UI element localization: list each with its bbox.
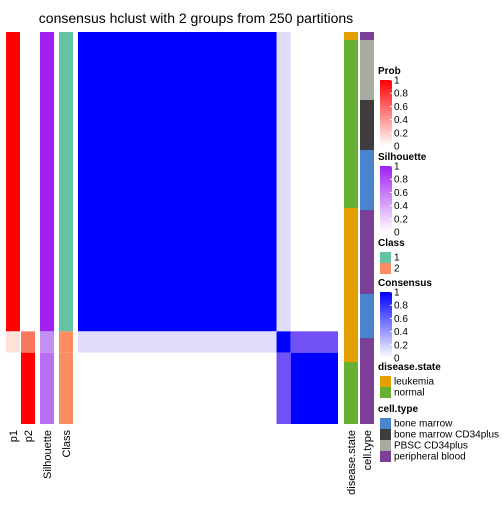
left-annotation-columns: p1 p2 Silhouette Class — [6, 32, 73, 479]
column-label-p2: p2 — [23, 430, 35, 442]
annotation-cell-p2-g3 — [21, 352, 35, 424]
annotation-cell-p1-g1 — [6, 32, 20, 332]
legend-colorbar-prob — [380, 80, 392, 146]
legend-title-class: Class — [378, 238, 405, 249]
annotation-segment-cell-type-4 — [360, 210, 374, 294]
legend-swatch-peripheral-blood — [380, 451, 391, 462]
legend-tick-label: 0.8 — [394, 89, 408, 100]
legend-title-cell-type: cell.type — [378, 404, 418, 415]
annotation-segment-cell-type-3 — [360, 150, 374, 210]
legend-panel: Prob10.80.60.40.20Silhouette10.80.60.40.… — [378, 66, 499, 463]
annotation-segment-disease-state-1 — [344, 40, 358, 208]
legend-tick-label: 0.8 — [394, 175, 408, 186]
legend-item-label: 1 — [394, 253, 400, 264]
consensus-block-g1-g1 — [78, 32, 277, 332]
legend-colorbar-consensus — [380, 292, 392, 358]
consensus-block-g1-g3 — [290, 32, 338, 332]
legend-tick-label: 0 — [394, 354, 400, 365]
legend-swatch-1 — [380, 252, 391, 263]
legend-title-silhouette: Silhouette — [378, 152, 427, 163]
legend-item-label: 2 — [394, 264, 400, 275]
column-label-silhouette: Silhouette — [42, 430, 54, 479]
legend-item-label: bone marrow CD34plus — [394, 430, 499, 441]
annotation-segment-cell-type-5 — [360, 294, 374, 338]
legend-title-disease-state: disease.state — [378, 362, 441, 373]
legend-item-label: normal — [394, 388, 425, 399]
legend-tick-label: 0.4 — [394, 115, 408, 126]
legend-tick-label: 0.6 — [394, 314, 408, 325]
annotation-cell-p2-g2 — [21, 331, 35, 353]
legend-tick-label: 0 — [394, 142, 400, 153]
annotation-segment-cell-type-6 — [360, 338, 374, 424]
annotation-cell-p2-g1 — [21, 32, 35, 332]
column-label-class: Class — [61, 430, 73, 458]
annotation-cell-class-g2 — [59, 331, 73, 353]
legend-item-label: leukemia — [394, 377, 434, 388]
legend-swatch-bone-marrow — [380, 418, 391, 429]
legend-swatch-leukemia — [380, 376, 391, 387]
legend-swatch-2 — [380, 263, 391, 274]
annotation-cell-silhouette-g1 — [40, 32, 54, 332]
legend-title-prob: Prob — [378, 66, 401, 77]
consensus-block-g2-g1 — [78, 331, 277, 353]
legend-item-label: bone marrow — [394, 419, 453, 430]
annotation-segment-disease-state-0 — [344, 32, 358, 40]
annotation-segment-disease-state-3 — [344, 362, 358, 424]
consensus-block-g2-g3 — [290, 331, 338, 353]
column-label-p1: p1 — [8, 430, 20, 442]
annotation-segment-disease-state-2 — [344, 208, 358, 362]
consensus-block-g3-g3 — [290, 352, 338, 424]
annotation-cell-silhouette-g3 — [40, 352, 54, 424]
legend-tick-label: 0.6 — [394, 102, 408, 113]
legend-tick-label: 0 — [394, 228, 400, 239]
legend-tick-label: 0.2 — [394, 340, 408, 351]
annotation-cell-silhouette-g2 — [40, 331, 54, 353]
legend-swatch-bone-marrow-cd34plus — [380, 429, 391, 440]
legend-tick-label: 0.4 — [394, 327, 408, 338]
column-label-cell-type: cell.type — [362, 430, 374, 470]
legend-tick-label: 0.2 — [394, 214, 408, 225]
legend-swatch-pbsc-cd34plus — [380, 440, 391, 451]
annotation-segment-cell-type-0 — [360, 32, 374, 40]
consensus-matrix — [78, 32, 338, 424]
column-label-disease-state: disease.state — [346, 430, 358, 495]
annotation-cell-class-g1 — [59, 32, 73, 332]
legend-tick-label: 0.8 — [394, 301, 408, 312]
legend-tick-label: 1 — [394, 76, 400, 87]
legend-tick-label: 0.4 — [394, 201, 408, 212]
legend-swatch-normal — [380, 387, 391, 398]
legend-item-label: peripheral blood — [394, 452, 466, 463]
consensus-block-g1-g2 — [276, 32, 291, 332]
consensus-block-g3-g2 — [276, 352, 291, 424]
annotation-cell-class-g3 — [59, 352, 73, 424]
legend-tick-label: 1 — [394, 288, 400, 299]
annotation-segment-cell-type-1 — [360, 40, 374, 100]
consensus-block-g3-g1 — [78, 352, 277, 424]
annotation-cell-p1-g2 — [6, 331, 20, 353]
legend-title-consensus: Consensus — [378, 278, 432, 289]
legend-item-label: PBSC CD34plus — [394, 441, 468, 452]
legend-tick-label: 0.6 — [394, 188, 408, 199]
legend-tick-label: 1 — [394, 162, 400, 173]
annotation-segment-cell-type-2 — [360, 100, 374, 150]
right-annotation-columns: disease.state cell.type — [344, 32, 374, 495]
legend-tick-label: 0.2 — [394, 128, 408, 139]
legend-colorbar-silhouette — [380, 166, 392, 232]
consensus-block-g2-g2 — [276, 331, 291, 353]
annotation-cell-p1-g3 — [6, 352, 20, 424]
chart-title: consensus hclust with 2 groups from 250 … — [39, 10, 353, 26]
